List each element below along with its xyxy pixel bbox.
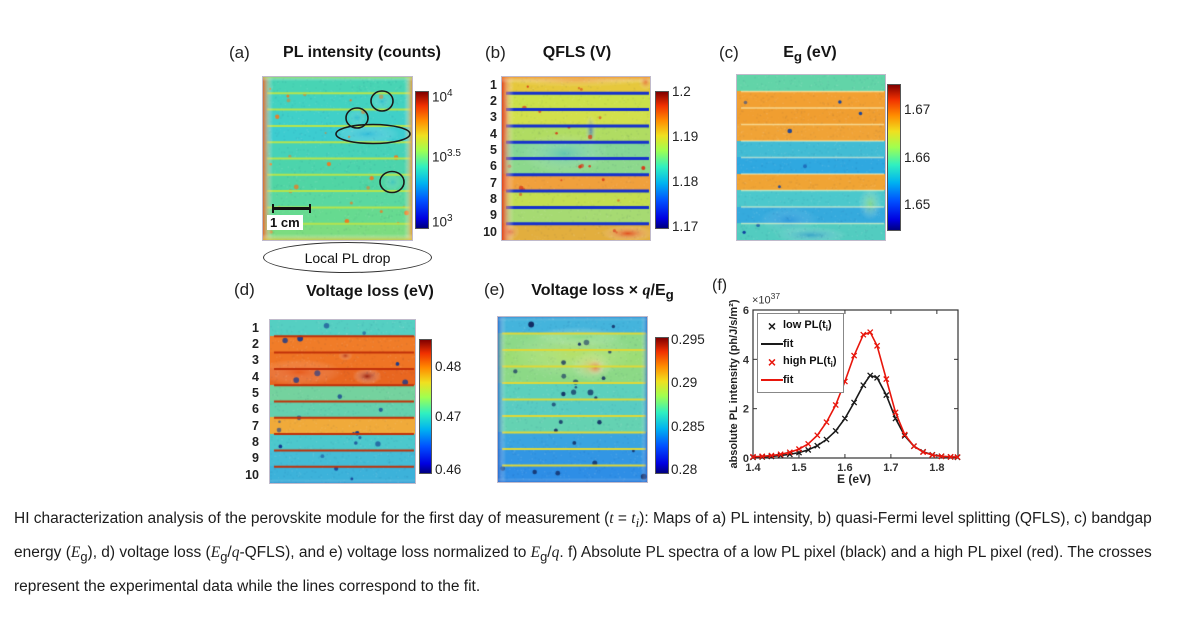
colorbar-tick: 0.48 [435,359,462,374]
panel-d-title: Voltage loss (eV) [306,283,434,300]
panel-f: 1.4 1.5 1.6 1.7 1.8 0 2 4 6 (f) absolute PL inte… [710,275,1000,505]
row-label: 2 [252,337,259,352]
row-label: 6 [252,402,259,417]
row-label: 7 [490,175,497,190]
scalebar-endcap [272,204,274,213]
colorbar-tick: 0.28 [671,462,698,477]
row-label: 5 [252,386,259,401]
row-label: 1 [252,320,259,335]
colorbar-tick: 0.46 [435,462,462,477]
row-label: 8 [252,434,259,449]
colorbar-qfls [655,91,669,229]
scalebar-endcap [309,204,311,213]
row-label: 4 [490,126,497,141]
row-label: 9 [490,208,497,223]
colorbar-tick: 0.29 [671,375,698,390]
legend-entry-fit-red: fit [761,371,837,389]
colorbar-voltage-loss-normalized [655,337,669,474]
row-label: 1 [490,77,497,92]
colorbar-tick: 103 [432,213,453,230]
local-pl-drop-annotations [335,90,411,194]
pl-drop-circle [370,90,394,112]
scalebar [273,207,311,210]
panel-d-label: (d) [234,280,255,299]
panel-e-title: Voltage loss × q/Eg [531,282,674,303]
colorbar-tick: 1.17 [672,219,699,234]
svg-text:6: 6 [743,305,749,317]
local-pl-drop-callout: Local PL drop [263,242,432,273]
pl-drop-circle [379,170,405,194]
row-label: 10 [245,467,259,482]
panel-b-label: (b) [485,43,506,62]
pl-drop-circle [345,107,369,129]
voltage-loss-normalized-map [497,316,648,483]
voltage-loss-row-labels: 1 2 3 4 5 6 7 8 9 10 [233,320,259,483]
pl-spectra-y-axis-label: absolute PL intensity (ph/J/s/m²) [728,299,740,469]
colorbar-pl-intensity [415,91,429,229]
svg-text:1.6: 1.6 [837,462,852,474]
legend-label: fit [783,338,794,350]
panel-a-title: PL intensity (counts) [283,44,441,61]
colorbar-tick: 1.66 [904,150,931,165]
local-pl-drop-label: Local PL drop [304,249,391,266]
legend-label: fit [783,374,794,386]
pl-spectra-legend: × low PL(ti) fit × high PL(ti) fit [757,313,844,393]
panel-b-title: QFLS (V) [542,44,612,61]
row-label: 4 [252,369,259,384]
pl-spectra-plot: 1.4 1.5 1.6 1.7 1.8 0 2 4 6 [743,305,961,474]
legend-entry-high-pl: × high PL(ti) [761,353,837,371]
row-label: 5 [490,143,497,158]
row-label: 3 [252,353,259,368]
bandgap-map [736,74,886,241]
colorbar-tick: 0.47 [435,409,462,424]
voltage-loss-map [269,319,416,484]
line-marker-icon [761,342,783,346]
pl-drop-ellipse [335,123,411,145]
line-marker-icon [761,378,783,382]
row-label: 7 [252,418,259,433]
pl-intensity-map [262,76,413,241]
legend-label: low PL(ti) [783,318,832,334]
row-label: 2 [490,94,497,109]
panel-c-title: Eg (eV) [783,44,837,65]
legend-entry-fit-black: fit [761,335,837,353]
colorbar-bandgap [887,84,901,231]
colorbar-tick: 1.2 [672,84,691,99]
row-label: 6 [490,159,497,174]
panel-a-label: (a) [229,43,250,62]
svg-text:1.5: 1.5 [791,462,806,474]
row-label: 10 [483,224,497,239]
legend-label: high PL(ti) [783,354,837,370]
svg-text:0: 0 [743,453,749,465]
row-label: 9 [252,451,259,466]
colorbar-tick: 104 [432,88,453,105]
svg-text:4: 4 [743,354,750,366]
scalebar-label: 1 cm [267,215,303,230]
svg-text:1.4: 1.4 [745,462,761,474]
legend-entry-low-pl: × low PL(ti) [761,317,837,335]
row-label: 3 [490,110,497,125]
svg-text:1.8: 1.8 [929,462,944,474]
colorbar-tick: 1.67 [904,102,931,117]
cross-marker-icon: × [767,354,777,370]
svg-text:1.7: 1.7 [883,462,898,474]
colorbar-voltage-loss [419,339,432,474]
qfls-map [501,76,651,241]
qfls-row-labels: 1 2 3 4 5 6 7 8 9 10 [471,77,497,240]
colorbar-tick: 1.18 [672,174,699,189]
svg-text:2: 2 [743,404,749,416]
cross-marker-icon: × [767,318,777,334]
colorbar-tick: 0.295 [671,332,705,347]
row-label: 8 [490,191,497,206]
panel-f-label: (f) [712,277,728,294]
panel-c-label: (c) [719,43,739,62]
colorbar-tick: 1.19 [672,129,699,144]
panel-e-label: (e) [484,280,505,299]
colorbar-tick: 103.5 [432,148,461,165]
pl-spectra-x-axis-label: E (eV) [837,472,872,486]
figure-caption: HI characterization analysis of the pero… [14,510,1152,596]
colorbar-tick: 0.285 [671,419,705,434]
y-axis-exponent-label: ×1037 [752,291,781,307]
colorbar-tick: 1.65 [904,197,931,212]
